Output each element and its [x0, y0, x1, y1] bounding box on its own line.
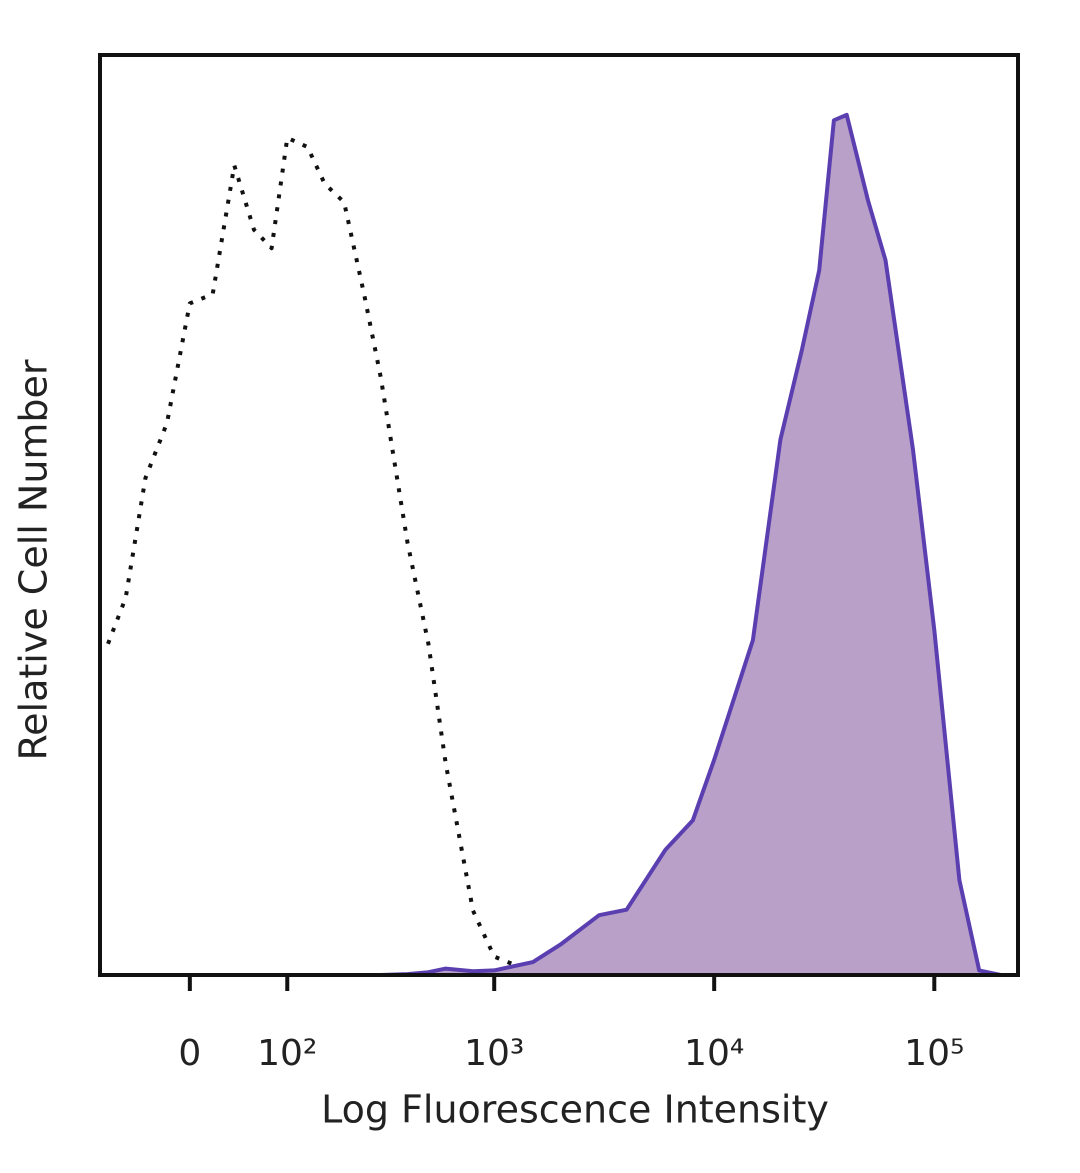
x-tick-label: 10⁴: [684, 1033, 744, 1074]
y-axis-label: Relative Cell Number: [12, 359, 56, 760]
x-tick-label: 0: [178, 1033, 201, 1074]
x-tick-label: 10²: [257, 1033, 317, 1074]
x-axis-label: Log Fluorescence Intensity: [321, 1088, 829, 1132]
x-tick-label: 10⁵: [904, 1033, 964, 1074]
plot-frame: [98, 53, 1020, 977]
histogram-area: [108, 114, 1001, 976]
x-tick-label: 10³: [464, 1033, 524, 1074]
